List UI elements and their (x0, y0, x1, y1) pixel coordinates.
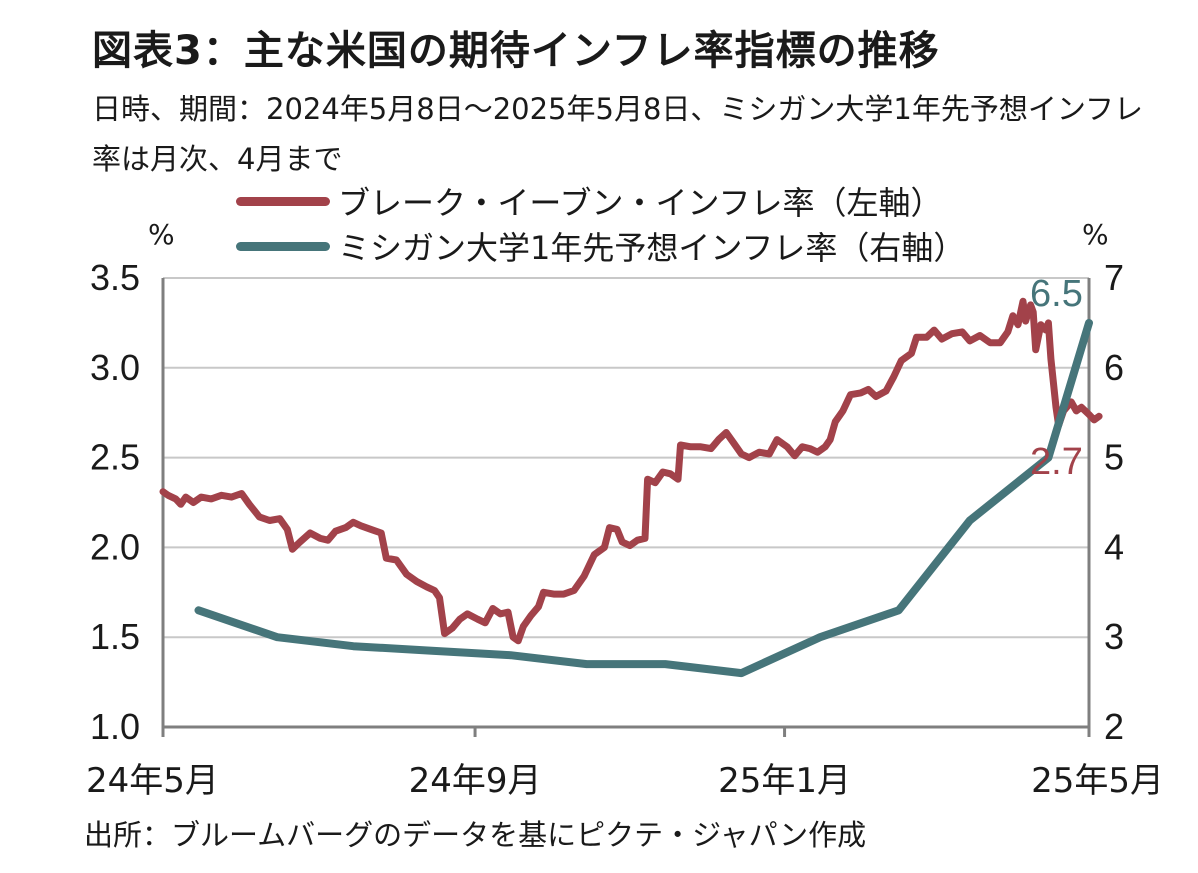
end-label-breakeven: 2.7 (1030, 441, 1083, 483)
y-right-tick-label: 5 (1104, 437, 1124, 478)
y-right-tick-label: 7 (1104, 257, 1124, 298)
legend-item-breakeven: ブレーク・イーブン・インフレ率（左軸） (236, 181, 943, 222)
chart-subtitle: 日時、期間：2024年5月8日～2025年5月8日、ミシガン大学1年先予想インフ… (92, 92, 1143, 176)
y-left-tick-label: 1.5 (90, 616, 140, 657)
x-tick-label: 25年5月 (1031, 761, 1164, 801)
grid-lines (163, 277, 1089, 639)
legend-swatch-breakeven (236, 196, 330, 206)
y-right-unit: % (1082, 218, 1109, 251)
end-label-michigan: 6.5 (1030, 273, 1083, 315)
series-line-michigan (194, 318, 1093, 678)
y-left-tick-label: 1.0 (90, 706, 140, 747)
series-lines (159, 297, 1103, 678)
y-right-tick-label: 2 (1104, 706, 1124, 747)
y-left-tick-label: 3.0 (90, 347, 140, 388)
series-line-breakeven (159, 297, 1103, 645)
source-note: 出所：ブルームバーグのデータを基にピクテ・ジャパン作成 (84, 818, 867, 852)
y-left-tick-label: 2.0 (90, 526, 140, 567)
x-tick-label: 24年9月 (409, 761, 542, 801)
legend-item-michigan: ミシガン大学1年先予想インフレ率（右軸） (236, 226, 966, 267)
y-right-tick-label: 3 (1104, 616, 1124, 657)
legend-swatch-michigan (236, 241, 330, 251)
x-tick-label: 25年1月 (718, 761, 851, 801)
y-right-tick-label: 6 (1104, 347, 1124, 388)
legend-label-breakeven: ブレーク・イーブン・インフレ率（左軸） (338, 184, 943, 222)
x-tick-label: 24年5月 (86, 761, 219, 801)
axis-labels: 1.0 1.5 2.0 2.5 3.0 3.5 2 3 4 5 6 7% % 24年5月 24年9月 25年1… (86, 218, 1164, 801)
legend-label-michigan: ミシガン大学1年先予想インフレ率（右軸） (338, 229, 966, 267)
y-left-unit: % (148, 218, 175, 251)
y-left-tick-label: 2.5 (90, 437, 140, 478)
y-left-tick-label: 3.5 (90, 257, 140, 298)
y-right-tick-label: 4 (1104, 526, 1124, 567)
page-title: 図表3：主な米国の期待インフレ率指標の推移 (92, 28, 940, 74)
axes (161, 278, 1091, 737)
